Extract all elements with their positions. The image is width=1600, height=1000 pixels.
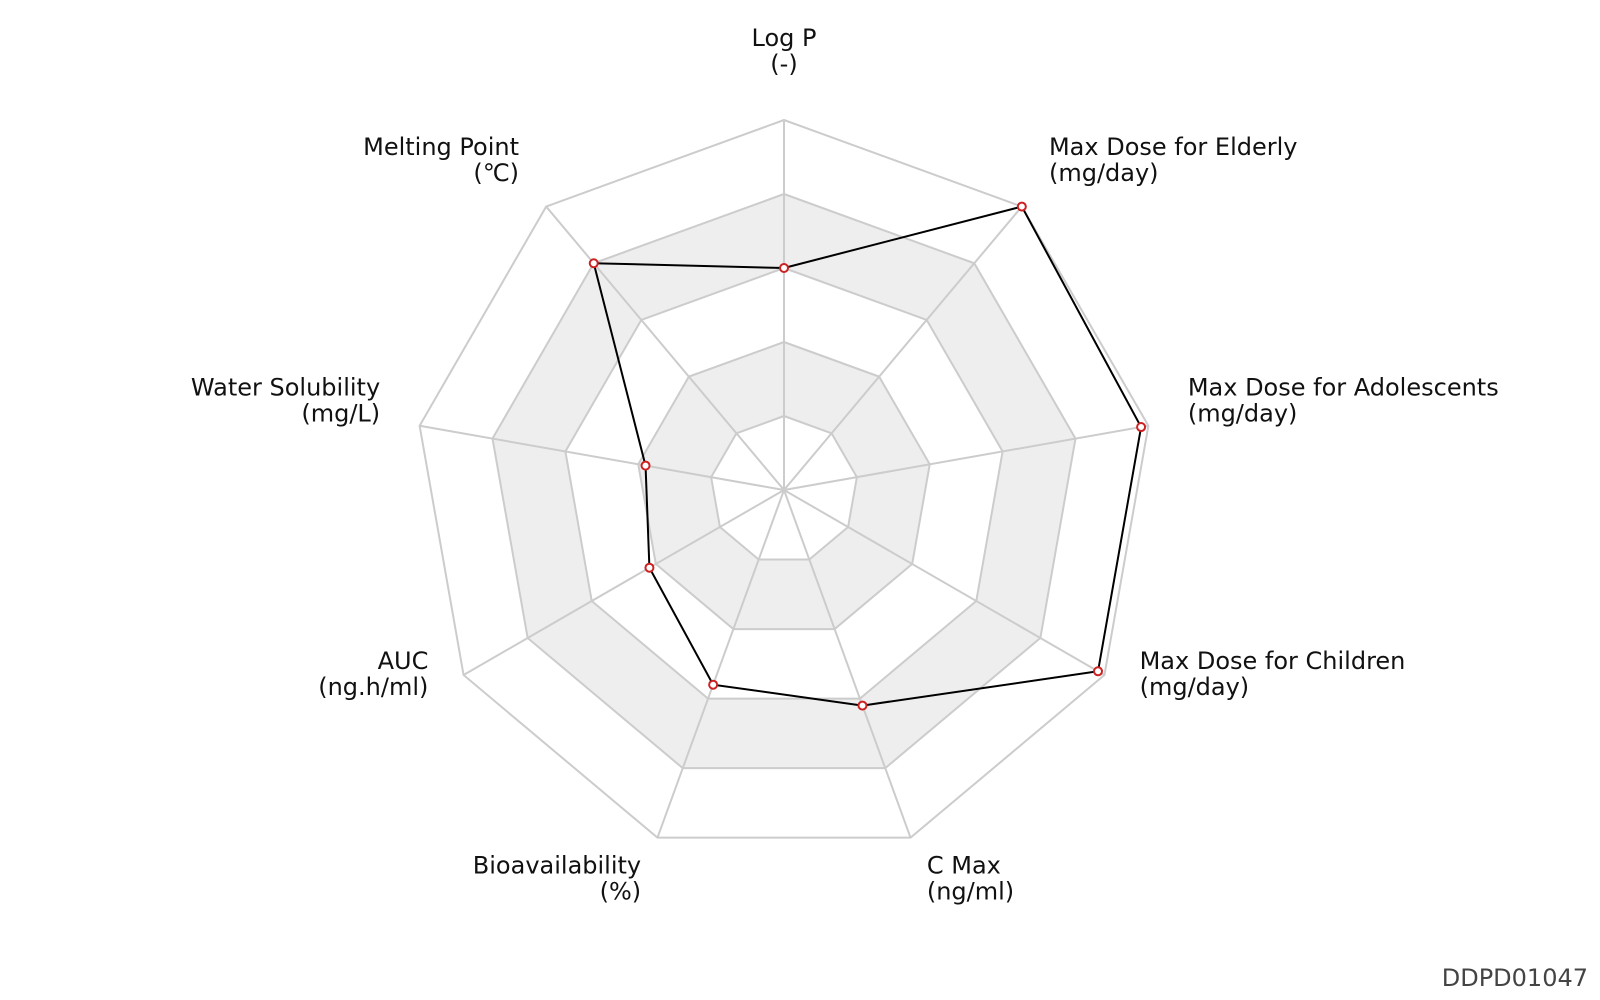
axis-label-6: AUC (ng.h/ml) xyxy=(318,647,428,701)
axis-label-name: Melting Point xyxy=(363,133,519,161)
radar-grid-ring-3 xyxy=(564,266,1004,700)
axis-label-unit: (ng.h/ml) xyxy=(318,673,428,701)
axis-label-1: Max Dose for Elderly (mg/day) xyxy=(1049,133,1298,187)
axis-label-unit: (℃) xyxy=(473,159,519,187)
radar-spokes xyxy=(419,120,1149,839)
axis-label-unit: (mg/L) xyxy=(301,399,380,427)
radar-data-point xyxy=(779,263,789,273)
axis-label-name: Log P xyxy=(752,24,817,52)
axis-label-0: Log P (-) xyxy=(752,24,817,78)
radar-series-line xyxy=(592,205,1143,707)
watermark-id: DDPD01047 xyxy=(1441,964,1588,992)
axis-label-unit: (mg/day) xyxy=(1140,673,1250,701)
axis-label-unit: (%) xyxy=(600,878,642,906)
axis-label-2: Max Dose for Adolescents (mg/day) xyxy=(1188,373,1499,427)
axis-label-name: C Max xyxy=(927,852,1001,880)
radar-spoke xyxy=(783,489,912,839)
radar-axis-labels: Log P (-)Max Dose for Elderly (mg/day)Max … xyxy=(191,24,1499,906)
radar-data-point xyxy=(640,460,651,471)
radar-grid-ring-5 xyxy=(418,118,1150,839)
axis-label-7: Water Solubility (mg/L) xyxy=(191,373,380,427)
radar-grid-ring-1 xyxy=(710,414,858,561)
radar-grid xyxy=(418,118,1150,839)
radar-data-point xyxy=(588,258,599,269)
axis-label-name: Bioavailability xyxy=(473,852,641,880)
radar-data-point xyxy=(857,700,868,711)
axis-label-name: AUC xyxy=(378,647,429,675)
radar-data-point xyxy=(1136,422,1147,433)
radar-spoke xyxy=(783,205,1023,491)
axis-label-8: Melting Point (℃) xyxy=(363,133,519,187)
axis-label-unit: (ng/ml) xyxy=(927,878,1014,906)
radar-spoke xyxy=(656,489,785,839)
axis-label-name: Water Solubility xyxy=(191,373,380,401)
radar-grid-ring-4 xyxy=(491,192,1077,770)
radar-grid-ring-2 xyxy=(637,340,931,631)
axis-label-name: Max Dose for Children xyxy=(1140,647,1406,675)
radar-spoke xyxy=(783,489,1105,676)
axis-label-name: Max Dose for Elderly xyxy=(1049,133,1298,161)
radar-data-point xyxy=(708,679,719,690)
axis-label-3: Max Dose for Children (mg/day) xyxy=(1140,647,1406,701)
radar-data-point xyxy=(1093,666,1104,677)
axis-label-unit: (-) xyxy=(770,50,797,78)
axis-label-name: Max Dose for Adolescents xyxy=(1188,373,1499,401)
axis-label-5: Bioavailability (%) xyxy=(473,852,641,906)
radar-series xyxy=(588,201,1147,711)
radar-data-point xyxy=(1016,201,1027,212)
radar-spoke xyxy=(419,424,785,491)
axis-label-unit: (mg/day) xyxy=(1049,159,1159,187)
radar-spoke xyxy=(783,424,1149,491)
radar-spoke xyxy=(463,489,785,676)
axis-label-unit: (mg/day) xyxy=(1188,399,1298,427)
axis-label-4: C Max (ng/ml) xyxy=(927,852,1014,906)
radar-spoke xyxy=(545,205,785,491)
radar-data-point xyxy=(644,562,655,573)
